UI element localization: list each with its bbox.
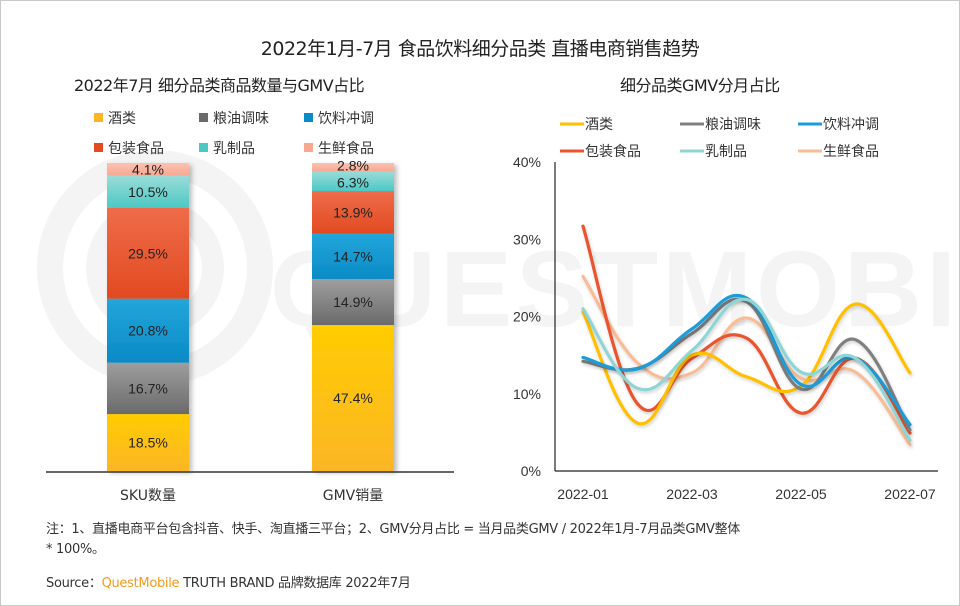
bar-segment-grain-oil xyxy=(312,279,394,326)
bar-legend-label-beverage: 饮料冲调 xyxy=(318,111,374,127)
line-legend-label-beverage: 饮料冲调 xyxy=(823,117,879,133)
line-legend-label-liquor: 酒类 xyxy=(585,117,613,133)
line-legend-label-fresh-food: 生鲜食品 xyxy=(823,143,879,160)
y-tick-label: 20% xyxy=(513,309,541,325)
bar-data-label: 4.1% xyxy=(132,161,164,177)
source-suffix: TRUTH BRAND 品牌数据库 2022年7月 xyxy=(179,576,411,591)
bar-legend-label-liquor: 酒类 xyxy=(108,111,136,127)
bar-segment-packaged-food xyxy=(107,207,189,299)
bar-segment-grain-oil xyxy=(107,362,189,415)
bar-data-label: 2.8% xyxy=(337,157,369,173)
bar-data-label: 13.9% xyxy=(333,204,373,220)
x-tick-label: 2022-05 xyxy=(775,486,827,502)
bar-segment-beverage xyxy=(312,233,394,280)
bar-data-label: 29.5% xyxy=(128,245,168,261)
bar-segment-fresh-food xyxy=(312,163,394,172)
line-legend-label-dairy: 乳制品 xyxy=(705,144,747,160)
bar-category-label: GMV销量 xyxy=(323,488,384,504)
source-brand: QuestMobile xyxy=(101,576,180,591)
footnote-line-1: 注：1、直播电商平台包含抖音、快手、淘直播三平台；2、GMV分月占比 = 当月品… xyxy=(46,522,741,537)
bar-legend-label-dairy: 乳制品 xyxy=(213,141,255,157)
bar-stack-sku xyxy=(107,163,189,471)
line-series-dairy xyxy=(581,297,912,442)
bar-stack-gmv xyxy=(312,163,394,471)
x-tick-label: 2022-01 xyxy=(557,486,609,502)
page-title: 2022年1月-7月 食品饮料细分品类 直播电商销售趋势 xyxy=(260,38,700,60)
bar-segment-packaged-food xyxy=(312,191,394,234)
line-legend-label-packaged-food: 包装食品 xyxy=(585,143,641,160)
bar-legend-swatch-dairy xyxy=(199,143,208,152)
line-series-liquor xyxy=(581,302,912,426)
bar-data-label: 20.8% xyxy=(128,323,168,339)
bar-category-label: SKU数量 xyxy=(120,488,176,504)
bar-data-label: 6.3% xyxy=(337,174,369,190)
line-chart-title: 细分品类GMV分月占比 xyxy=(620,76,780,95)
line-chart: 0% 10% 20% 30% 40% 2022-01 2022-03 2022-05 2022-… xyxy=(513,117,938,502)
bar-segment-beverage xyxy=(107,298,189,363)
bar-legend-label-packaged-food: 包装食品 xyxy=(108,140,164,157)
bar-data-label: 10.5% xyxy=(128,184,168,200)
y-tick-label: 10% xyxy=(513,386,541,402)
y-tick-label: 40% xyxy=(513,154,541,170)
bar-data-label: 14.9% xyxy=(333,294,373,310)
bar-legend-swatch-liquor xyxy=(94,113,103,122)
bar-legend-label-grain-oil: 粮油调味 xyxy=(213,111,269,127)
bar-legend-swatch-fresh-food xyxy=(304,143,313,152)
bar-segment-fresh-food xyxy=(107,163,189,176)
source-line: Source：QuestMobile TRUTH BRAND 品牌数据库 202… xyxy=(46,572,411,591)
source-prefix: Source： xyxy=(46,576,102,591)
line-legend-label-grain-oil: 粮油调味 xyxy=(705,117,761,133)
bar-data-label: 18.5% xyxy=(128,435,168,451)
bar-segment-dairy xyxy=(312,171,394,192)
y-tick-label: 0% xyxy=(521,463,541,479)
footnote-line-2: * 100%。 xyxy=(46,542,105,557)
bar-segment-liquor xyxy=(312,325,394,471)
bar-data-label: 47.4% xyxy=(333,390,373,406)
bar-legend-swatch-packaged-food xyxy=(94,143,103,152)
bar-legend-label-fresh-food: 生鲜食品 xyxy=(318,140,374,157)
x-tick-label: 2022-03 xyxy=(666,486,718,502)
y-tick-label: 30% xyxy=(513,231,541,247)
bar-data-label: 14.7% xyxy=(333,248,373,264)
bar-legend-swatch-beverage xyxy=(304,113,313,122)
bar-chart-title: 2022年7月 细分品类商品数量与GMV占比 xyxy=(74,76,365,95)
bar-segment-liquor xyxy=(107,414,189,471)
line-series-fresh-food xyxy=(581,274,912,447)
x-tick-label: 2022-07 xyxy=(884,486,936,502)
bar-segment-dairy xyxy=(107,175,189,208)
bar-legend-swatch-grain-oil xyxy=(199,113,208,122)
bar-data-label: 16.7% xyxy=(128,380,168,396)
